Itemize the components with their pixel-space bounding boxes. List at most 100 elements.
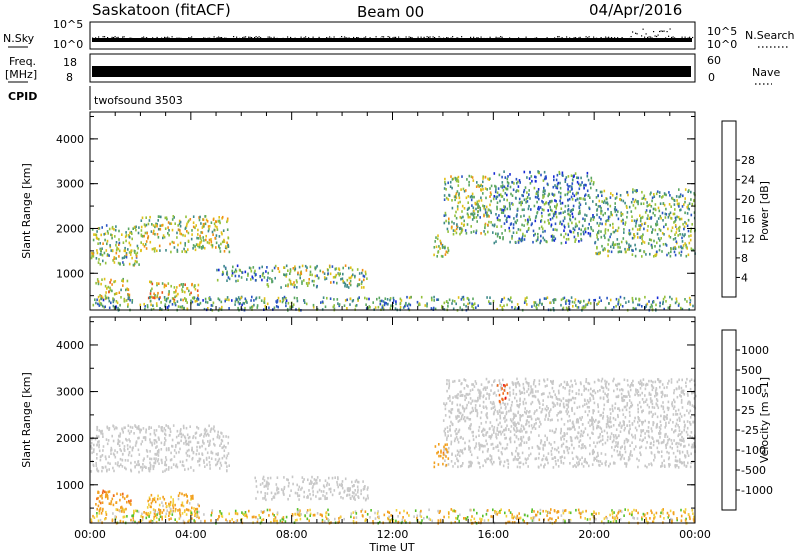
data-cell	[687, 218, 690, 222]
data-cell	[273, 266, 276, 270]
data-cell	[581, 306, 584, 310]
data-cell	[684, 444, 686, 448]
data-cell	[448, 194, 451, 197]
data-cell	[475, 231, 477, 235]
data-cell	[582, 197, 585, 201]
data-cell	[548, 221, 550, 225]
data-cell	[324, 277, 326, 281]
data-cell	[171, 240, 174, 244]
data-cell	[559, 202, 562, 205]
data-cell	[246, 301, 248, 304]
data-cell	[643, 194, 646, 198]
nsky-point	[447, 37, 449, 39]
data-cell	[294, 491, 297, 495]
data-cell	[549, 301, 551, 305]
data-cell	[450, 434, 452, 437]
data-cell	[174, 302, 176, 305]
data-cell	[282, 299, 284, 302]
data-cell	[198, 218, 201, 222]
data-cell	[477, 461, 480, 465]
nsky-point	[417, 36, 419, 38]
data-cell	[525, 197, 528, 201]
data-cell	[553, 214, 555, 218]
data-cell	[456, 205, 459, 208]
data-cell	[530, 430, 532, 434]
data-cell	[161, 291, 164, 294]
data-cell	[606, 415, 609, 418]
data-cell	[654, 214, 656, 217]
data-cell	[98, 227, 101, 230]
data-cell	[236, 264, 239, 268]
data-cell	[646, 204, 649, 208]
data-cell	[691, 202, 694, 206]
data-cell	[466, 403, 468, 407]
data-cell	[381, 306, 384, 309]
data-cell	[597, 421, 599, 424]
data-cell	[489, 302, 492, 305]
data-cell	[672, 212, 675, 216]
data-cell	[554, 430, 557, 434]
data-cell	[454, 395, 456, 398]
data-cell	[209, 439, 211, 443]
data-cell	[271, 269, 274, 272]
data-cell	[189, 293, 191, 296]
data-cell	[656, 296, 659, 300]
data-cell	[153, 461, 155, 465]
data-cell	[127, 288, 130, 292]
data-cell	[144, 305, 146, 308]
data-cell	[316, 481, 318, 485]
data-cell	[100, 233, 102, 237]
data-cell	[92, 238, 95, 242]
data-cell	[512, 203, 514, 206]
data-cell	[196, 299, 198, 303]
data-cell	[433, 295, 435, 299]
data-cell	[114, 462, 117, 465]
data-cell	[101, 501, 104, 504]
data-cell	[536, 190, 538, 194]
nsky-point	[477, 37, 479, 39]
data-cell	[96, 237, 99, 240]
data-cell	[555, 207, 557, 210]
data-cell	[135, 463, 138, 467]
data-cell	[681, 435, 683, 439]
data-cell	[614, 210, 617, 213]
data-cell	[487, 230, 489, 234]
data-cell	[143, 245, 146, 248]
nsky-point	[381, 36, 383, 38]
data-cell	[504, 186, 507, 190]
data-cell	[207, 440, 209, 443]
data-cell	[443, 402, 445, 405]
data-cell	[641, 410, 643, 413]
data-cell	[212, 437, 215, 441]
data-cell	[356, 268, 359, 271]
data-cell	[608, 426, 611, 429]
data-cell	[500, 432, 502, 436]
data-cell	[468, 206, 470, 210]
data-cell	[154, 500, 157, 504]
data-cell	[684, 188, 687, 191]
data-cell	[223, 449, 226, 452]
data-cell	[588, 464, 590, 468]
nsky-point	[423, 36, 425, 38]
data-cell	[617, 395, 620, 399]
nsky-point	[213, 36, 215, 38]
data-cell	[455, 210, 457, 214]
nsky-frame	[89, 21, 696, 50]
data-cell	[610, 245, 612, 249]
data-cell	[457, 420, 460, 423]
data-cell	[617, 453, 619, 457]
data-cell	[520, 436, 522, 439]
data-cell	[216, 225, 218, 229]
data-cell	[162, 236, 164, 240]
data-cell	[604, 248, 606, 251]
data-cell	[568, 213, 570, 217]
data-cell	[223, 444, 225, 448]
data-cell	[577, 463, 579, 467]
data-cell	[277, 491, 280, 494]
data-cell	[512, 458, 515, 462]
data-cell	[135, 225, 137, 229]
data-cell	[480, 422, 483, 425]
data-cell	[616, 238, 619, 241]
data-cell	[258, 296, 261, 299]
data-cell	[134, 425, 137, 428]
